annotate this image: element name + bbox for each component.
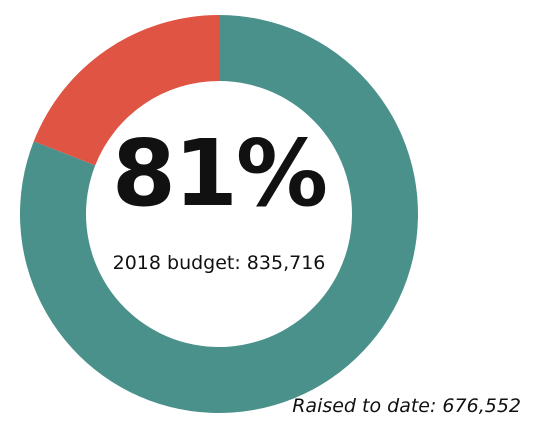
- budget-label: 2018 budget: 835,716: [112, 252, 326, 274]
- donut-slice-raised-to-date: [19, 15, 418, 413]
- donut-slice-remaining: [33, 15, 219, 166]
- raised-to-date-label: Raised to date: 676,552: [292, 395, 521, 417]
- percent-raised: 81%: [111, 120, 328, 227]
